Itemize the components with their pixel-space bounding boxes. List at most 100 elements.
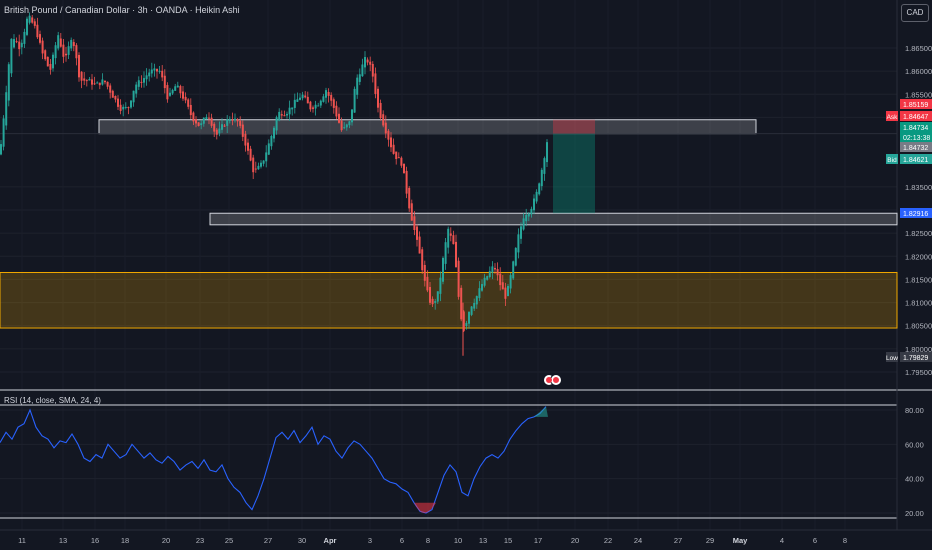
candle-body <box>488 271 491 278</box>
time-tick-label: 16 <box>91 536 99 545</box>
candle-body <box>49 63 52 70</box>
time-tick-label: 8 <box>843 536 847 545</box>
price-badge <box>900 142 932 152</box>
candle-body <box>390 137 392 148</box>
support-zone[interactable] <box>0 271 898 329</box>
candle-body <box>208 117 210 119</box>
position-tool[interactable] <box>553 119 595 214</box>
time-tick-label: 22 <box>604 536 612 545</box>
price-axis[interactable]: 1.865001.860001.855001.850001.835001.830… <box>905 44 932 518</box>
candle-body <box>46 56 49 67</box>
candle-body <box>517 234 520 253</box>
candle-body <box>530 208 533 215</box>
time-tick-label: 13 <box>59 536 67 545</box>
candle-body <box>486 276 489 280</box>
price-badge <box>900 352 932 362</box>
currency-badge[interactable]: CAD <box>901 4 929 22</box>
candle-body <box>504 287 507 299</box>
time-tick-label: 29 <box>706 536 714 545</box>
resistance-zone[interactable] <box>98 119 757 135</box>
candle-body <box>395 151 398 160</box>
candle-body <box>533 198 535 211</box>
candle-body <box>525 214 528 222</box>
candle-body <box>132 90 135 103</box>
flag-icon[interactable] <box>546 377 552 383</box>
time-tick-label: 17 <box>534 536 542 545</box>
candle-body <box>231 119 234 121</box>
price-badge <box>900 99 932 109</box>
candle-body <box>187 99 190 107</box>
candle-body <box>405 170 408 194</box>
candle-body <box>436 291 439 302</box>
candle-body <box>166 85 169 100</box>
time-tick-label: Apr <box>324 536 337 545</box>
price-tick-label: 1.80500 <box>905 322 932 331</box>
candle-body <box>520 226 522 239</box>
position-stop-area[interactable] <box>553 119 595 134</box>
time-tick-label: 18 <box>121 536 129 545</box>
candle-body <box>374 73 377 94</box>
price-badge-value: 1.84621 <box>903 157 928 164</box>
mid-zone[interactable] <box>209 212 898 226</box>
candle-body <box>496 269 499 276</box>
candle-body <box>247 142 249 151</box>
price-tick-label: 1.86500 <box>905 44 932 53</box>
zones-layer[interactable] <box>0 119 898 329</box>
candle-body <box>408 187 411 209</box>
candle-body <box>314 104 317 109</box>
price-badge <box>900 208 932 218</box>
candle-body <box>343 127 346 129</box>
chart-title[interactable]: British Pound / Canadian Dollar · 3h · O… <box>4 5 240 15</box>
price-tick-label: 1.83500 <box>905 183 932 192</box>
candle-body <box>254 168 257 170</box>
candle-body <box>348 121 351 126</box>
candle-body <box>197 122 200 127</box>
candle-body <box>176 85 179 88</box>
candle-body <box>460 287 463 320</box>
candle-body <box>494 267 496 270</box>
rsi-title[interactable]: RSI (14, close, SMA, 24, 4) <box>4 396 101 405</box>
time-tick-label: 27 <box>674 536 682 545</box>
candle-body <box>364 56 366 68</box>
candle-body <box>345 124 348 128</box>
time-tick-label: 20 <box>571 536 579 545</box>
rsi-tick-label: 60.00 <box>905 440 924 449</box>
candle-body <box>59 38 62 47</box>
flag-icon[interactable] <box>553 377 559 383</box>
candle-body <box>325 90 327 98</box>
candle-body <box>78 54 80 78</box>
events-icons[interactable] <box>543 374 562 386</box>
candle-body <box>114 95 117 100</box>
candle-body <box>171 89 174 94</box>
candle-body <box>327 92 330 96</box>
candle-body <box>410 203 413 221</box>
candle-body <box>514 247 517 266</box>
candle-body <box>210 117 213 126</box>
time-tick-label: 20 <box>162 536 170 545</box>
candle-body <box>163 75 166 89</box>
price-badge-value: 1.79829 <box>903 355 928 362</box>
candle-body <box>52 54 54 69</box>
candle-body <box>280 114 283 116</box>
price-badge-value: 1.85159 <box>903 102 928 109</box>
time-axis[interactable]: 11 13 16 18 20 23 25 27 30 Apr 3 6 8 10 13 15 17 20 22 24 27… <box>18 536 847 545</box>
price-tick-label: 1.85500 <box>905 90 932 99</box>
candle-body <box>93 83 96 85</box>
candle-body <box>361 64 364 77</box>
candle-body <box>13 39 15 48</box>
time-tick-label: 15 <box>504 536 512 545</box>
candle-body <box>293 99 296 108</box>
time-tick-label: 11 <box>18 536 26 545</box>
candle-body <box>322 96 325 102</box>
price-badge <box>900 122 932 132</box>
candle-body <box>366 59 369 63</box>
candle-body <box>371 63 374 77</box>
candles-layer <box>0 12 548 356</box>
candle-body <box>340 120 343 131</box>
candle-body <box>127 107 130 109</box>
candle-body <box>543 158 546 174</box>
rsi-tick-label: 80.00 <box>905 406 924 415</box>
position-target-area[interactable] <box>553 133 595 214</box>
candle-body <box>421 249 424 271</box>
candle-body <box>286 113 288 116</box>
